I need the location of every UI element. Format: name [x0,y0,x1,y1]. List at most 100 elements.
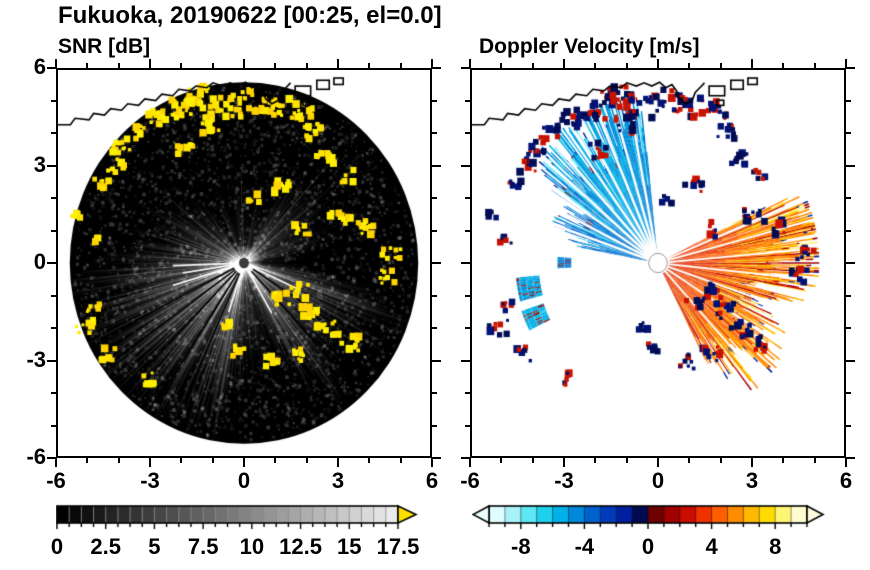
axis-tick [846,67,855,69]
axis-tick [813,458,816,463]
x-tick-label: 3 [745,468,759,493]
axis-tick [51,132,56,134]
axis-tick [431,458,433,467]
axis-tick [47,67,56,69]
y-tick-label: 0 [33,249,46,274]
y-tick-label: -3 [26,346,46,372]
snr-colorbar-label: 15 [337,534,362,559]
axis-tick [846,424,851,427]
axis-tick [86,458,89,463]
snr-colorbar-label: 17.5 [376,534,420,559]
snr-colorbar [56,503,428,537]
axis-tick [657,458,659,467]
axis-tick [51,197,56,199]
axis-tick [688,458,691,463]
axis-tick [368,458,371,463]
axis-tick [846,262,855,264]
axis-tick [432,392,437,394]
snr-plot-canvas [58,70,430,456]
snr-colorbar-label: 12.5 [279,534,322,559]
axis-tick [337,458,339,467]
axis-tick [243,59,245,68]
axis-tick [431,59,433,68]
axis-tick [594,458,597,463]
velocity-plot-canvas [472,70,844,456]
snr-colorbar-label: 2.5 [90,534,121,559]
axis-tick [625,458,628,463]
x-tick-label: -3 [554,468,574,493]
axis-tick [432,327,437,329]
axis-tick [243,458,245,467]
snr-colorbar-label: 5 [148,534,161,559]
x-tick-label: -6 [46,468,66,493]
axis-tick [782,458,785,463]
axis-tick [432,424,437,427]
axis-tick [465,197,470,199]
axis-tick [274,63,277,68]
axis-tick [688,63,691,68]
axis-tick [465,229,470,232]
axis-tick [305,63,308,68]
axis-tick [51,99,56,102]
axis-tick [47,457,56,459]
axis-tick [211,63,214,68]
x-tick-label: 0 [237,468,251,493]
axis-tick [813,63,816,68]
axis-tick [465,294,470,297]
axis-tick [465,132,470,134]
axis-tick [845,458,847,467]
velocity-colorbar-label: -4 [574,534,595,559]
axis-tick [51,424,56,427]
axis-tick [55,458,57,467]
axis-tick [274,458,277,463]
axis-tick [465,392,470,394]
velocity-colorbar [472,503,828,537]
axis-tick [465,99,470,102]
x-tick-label: 0 [651,468,665,493]
axis-tick [594,63,597,68]
axis-tick [469,458,471,467]
axis-tick [180,458,183,463]
snr-panel-title: SNR [dB] [58,35,151,58]
axis-tick [399,458,402,463]
axis-tick [461,359,470,362]
x-tick-label: -3 [140,468,160,493]
axis-tick [531,458,534,463]
axis-tick [719,63,722,68]
axis-tick [625,63,628,68]
axis-tick [846,359,855,362]
snr-colorbar-label: 0 [50,534,64,559]
axis-tick [846,132,851,134]
axis-tick [719,458,722,463]
axis-tick [47,262,56,264]
axis-tick [51,294,56,297]
axis-tick [846,327,851,329]
axis-tick [563,59,565,68]
axis-tick [55,59,57,68]
axis-tick [846,164,855,167]
axis-tick [531,63,534,68]
axis-tick [180,63,183,68]
axis-tick [465,327,470,329]
x-tick-label: -6 [460,468,480,493]
axis-tick [432,457,441,459]
axis-tick [305,458,308,463]
axis-tick [461,457,470,459]
axis-tick [465,424,470,427]
velocity-colorbar-label: 8 [769,534,782,559]
axis-tick [461,67,470,69]
snr-colorbar-label: 7.5 [187,534,219,559]
axis-tick [51,392,56,394]
axis-tick [211,458,214,463]
axis-tick [337,59,339,68]
axis-tick [51,327,56,329]
snr-plot-frame [56,68,432,458]
figure-title: Fukuoka, 20190622 [00:25, el=0.0] [58,2,442,29]
y-tick-label: 6 [33,54,46,79]
axis-tick [461,262,470,264]
axis-tick [845,59,847,68]
axis-tick [469,59,471,68]
axis-tick [500,458,503,463]
velocity-panel-title: Doppler Velocity [m/s] [479,35,700,58]
axis-tick [432,229,437,232]
